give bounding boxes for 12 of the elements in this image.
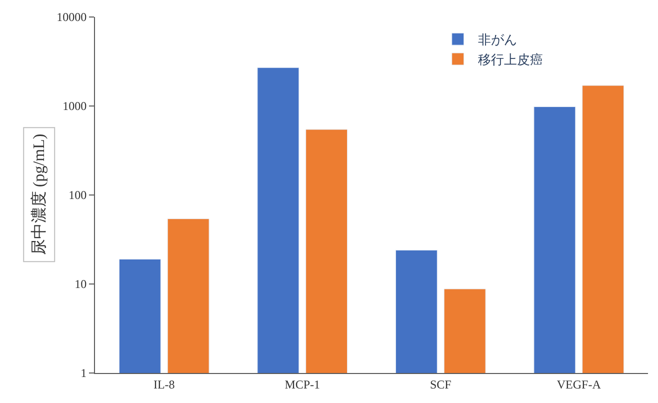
x-tick-label: MCP-1 [284, 377, 320, 392]
y-tick-label: 1 [80, 366, 87, 380]
legend-label: 非がん [478, 32, 517, 48]
legend-label: 移行上皮癌 [478, 52, 543, 68]
x-tick-label: SCF [430, 377, 452, 392]
y-axis-title: 尿中濃度 (pg/mL) [30, 134, 48, 256]
y-tick-label: 100 [68, 188, 87, 202]
y-tick-label: 1000 [62, 99, 87, 114]
y-tick-label: 10000 [56, 10, 87, 24]
x-tick-label: IL-8 [153, 377, 175, 392]
x-tick-label: VEGF-A [556, 377, 602, 392]
y-tick-label: 10 [74, 277, 87, 292]
